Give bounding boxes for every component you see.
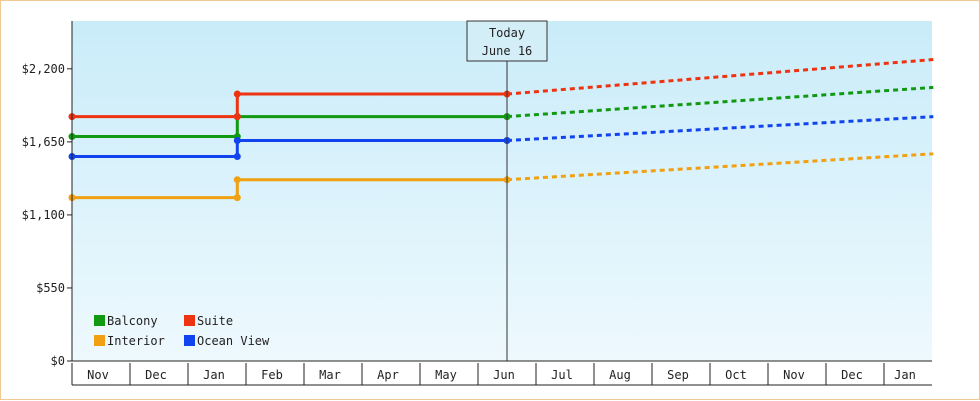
- today-marker: Today June 16: [466, 20, 548, 361]
- month-label: Jan: [203, 368, 225, 382]
- legend-swatch: [94, 315, 105, 326]
- data-point: [233, 152, 241, 160]
- y-tick-label: $1,650: [22, 135, 65, 149]
- legend-swatch: [94, 335, 105, 346]
- y-tick-label: $550: [36, 281, 65, 295]
- month-label: Jul: [551, 368, 573, 382]
- legend: Balcony Suite Interior Ocean View: [94, 314, 270, 348]
- data-point: [233, 113, 241, 121]
- today-box: [466, 20, 548, 62]
- month-label: Apr: [377, 368, 399, 382]
- month-label: Nov: [87, 368, 109, 382]
- series-line: [72, 92, 507, 119]
- y-tick-label: $0: [51, 354, 65, 368]
- month-label: Feb: [261, 368, 283, 382]
- legend-item-balcony[interactable]: Balcony: [94, 314, 158, 328]
- data-point: [233, 90, 241, 98]
- projection-line: [506, 152, 934, 182]
- month-label: Mar: [319, 368, 341, 382]
- legend-item-interior[interactable]: Interior: [94, 334, 165, 348]
- legend-label: Ocean View: [197, 334, 270, 348]
- y-tick-label: $2,200: [22, 62, 65, 76]
- series-ocean-view: [68, 115, 934, 160]
- y-tick-label: $1,100: [22, 208, 65, 222]
- data-point: [233, 194, 241, 202]
- month-label: May: [435, 368, 457, 382]
- month-label: Sep: [667, 368, 689, 382]
- projection-line: [506, 115, 934, 143]
- data-point: [233, 176, 241, 184]
- legend-label: Balcony: [107, 314, 158, 328]
- legend-label: Interior: [107, 334, 165, 348]
- today-label: Today: [489, 26, 525, 40]
- plot-background: [72, 21, 932, 361]
- legend-item-ocean-view[interactable]: Ocean View: [184, 334, 270, 348]
- month-label: Dec: [145, 368, 167, 382]
- month-label: Oct: [725, 368, 747, 382]
- month-label: Nov: [783, 368, 805, 382]
- month-label: Dec: [841, 368, 863, 382]
- month-label: Jan: [894, 368, 916, 382]
- series-line: [72, 139, 507, 158]
- data-point: [233, 137, 241, 145]
- legend-item-suite[interactable]: Suite: [184, 314, 233, 328]
- axes: $0 $550 $1,100 $1,650 $2,200 Nov Dec Jan Feb Mar A…: [22, 21, 932, 386]
- legend-label: Suite: [197, 314, 233, 328]
- today-date: June 16: [482, 44, 533, 58]
- series-line: [72, 115, 507, 139]
- series-line: [72, 178, 507, 200]
- series-layer: [68, 58, 934, 202]
- legend-swatch: [184, 335, 195, 346]
- month-label: Jun: [493, 368, 515, 382]
- legend-swatch: [184, 315, 195, 326]
- month-label: Aug: [609, 368, 631, 382]
